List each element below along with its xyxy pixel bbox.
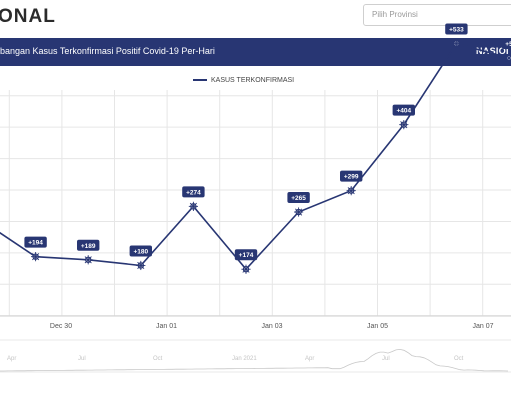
data-point: +299 bbox=[340, 170, 363, 196]
data-label-box bbox=[129, 245, 152, 257]
data-label: +194 bbox=[28, 240, 43, 247]
chart-title: bangan Kasus Terkonfirmasi Positif Covid… bbox=[0, 46, 215, 56]
point-marker-ray bbox=[84, 256, 92, 264]
data-point: +533 bbox=[445, 23, 468, 49]
navigator-label: Jul bbox=[382, 356, 390, 362]
point-marker-ray bbox=[137, 261, 145, 270]
province-select[interactable]: Pilih Provinsi bbox=[363, 4, 511, 26]
data-label: +265 bbox=[291, 195, 306, 202]
point-marker-ray bbox=[400, 121, 408, 129]
top-bar: ONAL Pilih Provinsi bbox=[0, 0, 511, 38]
data-point: +174 bbox=[234, 249, 258, 274]
point-marker-ray bbox=[242, 265, 250, 273]
point-marker-ray bbox=[505, 55, 511, 62]
x-tick-label: Dec 30 bbox=[50, 323, 72, 330]
brand-title: ONAL bbox=[0, 6, 56, 27]
data-point: +274 bbox=[182, 186, 205, 211]
data-label-box bbox=[501, 38, 511, 50]
data-point: +265 bbox=[287, 192, 310, 217]
data-label-box bbox=[77, 239, 100, 251]
x-tick-label: Jan 03 bbox=[261, 323, 282, 330]
data-label: +404 bbox=[396, 108, 411, 115]
navigator-label: Apr bbox=[7, 356, 16, 362]
point-marker-ray bbox=[189, 202, 197, 210]
data-point: +180 bbox=[129, 245, 152, 271]
x-tick-label: Jan 07 bbox=[472, 323, 493, 330]
navigator-label: Jan 2021 bbox=[232, 356, 257, 362]
point-marker-ray bbox=[347, 187, 355, 195]
province-select-placeholder: Pilih Provinsi bbox=[372, 10, 418, 19]
navigator-label: Apr bbox=[305, 356, 314, 362]
data-point: +189 bbox=[77, 239, 100, 265]
legend-label: KASUS TERKONFIRMASI bbox=[211, 77, 295, 84]
data-label-box bbox=[445, 23, 468, 35]
data-label-box bbox=[287, 192, 310, 204]
chart-header-band: bangan Kasus Terkonfirmasi Positif Covid… bbox=[0, 38, 511, 66]
data-label-box bbox=[392, 104, 415, 116]
data-label: +180 bbox=[133, 248, 148, 255]
data-label: +299 bbox=[344, 174, 359, 181]
series-line bbox=[0, 42, 510, 271]
data-label-box bbox=[24, 236, 47, 248]
scope-label: NASIOI bbox=[476, 46, 509, 56]
data-label: +5 bbox=[505, 41, 511, 48]
data-point: +194 bbox=[24, 236, 47, 262]
navigator-label: Oct bbox=[454, 356, 464, 362]
data-label-box bbox=[234, 249, 258, 261]
data-label: +533 bbox=[449, 27, 464, 34]
point-marker-ray bbox=[32, 253, 40, 261]
x-tick-label: Jan 01 bbox=[156, 323, 177, 330]
navigator-series bbox=[0, 348, 509, 372]
data-label-box bbox=[340, 170, 363, 182]
chart-legend[interactable]: KASUS TERKONFIRMASI bbox=[193, 77, 294, 89]
point-marker-ray bbox=[295, 208, 303, 216]
data-point: +404 bbox=[392, 104, 415, 130]
data-label: +174 bbox=[239, 252, 254, 259]
data-label-box bbox=[182, 186, 205, 198]
data-point: +5 bbox=[501, 38, 511, 63]
legend-swatch bbox=[193, 79, 207, 82]
point-marker-ray bbox=[452, 39, 460, 48]
data-label: +189 bbox=[81, 243, 96, 250]
x-tick-label: Jan 05 bbox=[367, 323, 388, 330]
navigator-label: Jul bbox=[78, 356, 86, 362]
navigator-label: Oct bbox=[153, 356, 163, 362]
data-label: +274 bbox=[186, 189, 201, 196]
